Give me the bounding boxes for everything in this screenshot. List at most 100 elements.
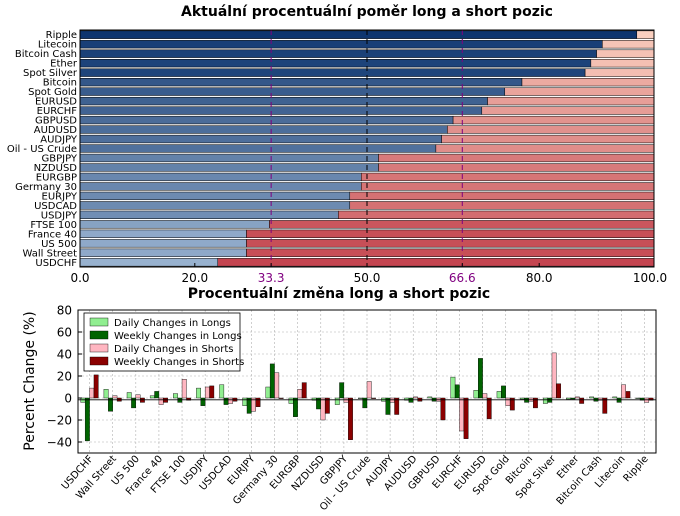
- change-bar: [278, 397, 284, 399]
- short-bar: [596, 49, 655, 58]
- change-bar: [551, 352, 557, 399]
- change-bar: [343, 397, 349, 403]
- change-bar: [80, 397, 86, 403]
- x-tick-label: 66.6: [449, 271, 476, 285]
- category-label: Litecoin: [38, 40, 77, 51]
- long-bar: [79, 106, 483, 115]
- category-label: USDJPY: [41, 210, 78, 221]
- long-bar: [79, 134, 442, 144]
- change-bar: [454, 384, 460, 399]
- top-chart-x-ticks: 0.0 20.0 33.3 50.0 66.6 80.0 100.0: [70, 263, 667, 285]
- change-bar: [612, 396, 618, 399]
- change-bar: [366, 381, 372, 399]
- change-bar: [482, 393, 488, 399]
- category-label: Ether: [50, 59, 78, 70]
- change-bar: [602, 397, 608, 414]
- legend-swatch: [89, 343, 109, 353]
- category-label: AUDUSD: [34, 125, 78, 136]
- change-bar: [505, 397, 511, 406]
- long-bar: [79, 163, 379, 172]
- short-bar: [447, 125, 655, 134]
- category-label: GBPJPY: [41, 153, 77, 164]
- category-label: EURUSD: [35, 97, 77, 108]
- change-bar: [463, 397, 469, 439]
- long-bar: [79, 78, 523, 87]
- change-bar: [154, 391, 160, 399]
- change-bar: [209, 385, 215, 399]
- long-bar: [79, 182, 362, 191]
- short-bar: [584, 68, 655, 77]
- short-bar: [590, 59, 655, 68]
- x-tick-label: 80.0: [526, 271, 553, 285]
- top-chart-reference-lines: [270, 30, 463, 267]
- x-tick-label: 100.0: [633, 271, 667, 285]
- short-bar: [338, 210, 655, 219]
- change-bar: [246, 397, 252, 414]
- y-tick-label: 80: [57, 304, 72, 318]
- category-label: Germany 30: [15, 182, 77, 193]
- legend-swatch: [89, 356, 109, 366]
- change-bar: [126, 392, 132, 399]
- change-bar: [158, 397, 164, 405]
- change-bar: [297, 389, 303, 399]
- change-bar: [459, 397, 465, 432]
- category-label: EURJPY: [42, 191, 78, 202]
- short-bar: [217, 258, 655, 267]
- change-bar: [173, 393, 178, 399]
- change-bar: [301, 382, 307, 399]
- long-bar: [79, 201, 351, 210]
- change-bar: [413, 396, 418, 399]
- change-bar: [204, 386, 210, 399]
- top-chart-frame: [79, 29, 655, 268]
- change-bar: [542, 397, 548, 404]
- long-bar: [79, 220, 270, 229]
- short-bar: [349, 191, 655, 201]
- change-bar: [320, 397, 326, 421]
- category-label: France 40: [28, 229, 77, 240]
- change-bar: [288, 397, 294, 404]
- change-bar: [556, 383, 561, 399]
- long-bar: [79, 172, 362, 182]
- x-tick-label: 33.3: [258, 271, 285, 285]
- short-bar: [441, 134, 655, 144]
- category-label: USDCHF: [35, 258, 77, 269]
- long-bar: [79, 153, 379, 163]
- long-bar: [79, 68, 586, 77]
- long-bar: [79, 49, 597, 58]
- short-bar: [602, 40, 655, 49]
- short-bar: [269, 220, 655, 229]
- change-bar: [334, 397, 340, 405]
- category-label: Wall Street: [23, 248, 78, 259]
- change-bar: [265, 386, 271, 399]
- short-bar: [361, 182, 655, 191]
- short-bar: [246, 229, 655, 238]
- legend-swatch: [89, 317, 109, 327]
- short-bar: [452, 115, 655, 125]
- change-bar: [427, 396, 433, 399]
- change-bar: [200, 397, 206, 406]
- change-bar: [589, 396, 595, 399]
- top-chart-bars: [79, 30, 655, 267]
- short-bar: [435, 144, 655, 153]
- y-tick-label: −40: [47, 436, 72, 450]
- change-bar: [358, 397, 363, 399]
- y-tick-label: 0: [64, 392, 72, 406]
- category-label: AUDJPY: [40, 135, 78, 146]
- short-bar: [378, 153, 655, 163]
- change-bar: [501, 385, 506, 399]
- long-bar: [79, 40, 603, 49]
- category-label: GBPUSD: [35, 116, 77, 127]
- change-bar: [440, 397, 446, 421]
- bottom-chart-y-ticks: 80 60 40 20 0 −20 −40: [47, 304, 82, 450]
- change-bar: [450, 376, 456, 399]
- change-bar: [181, 379, 187, 399]
- change-bar: [255, 397, 261, 408]
- change-bar: [519, 397, 525, 400]
- short-bar: [246, 239, 655, 248]
- bottom-chart-title: Procentuální změna long a short pozic: [188, 286, 490, 302]
- category-label: Bitcoin: [43, 78, 77, 89]
- bottom-chart-bars: [80, 352, 654, 442]
- change-bar: [186, 397, 192, 401]
- short-bar: [481, 106, 655, 115]
